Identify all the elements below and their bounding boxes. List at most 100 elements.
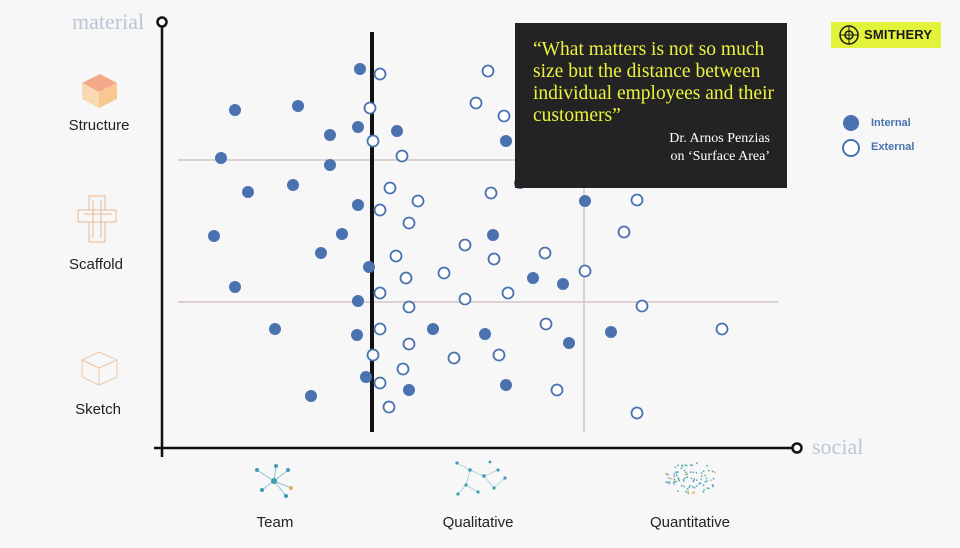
external-point	[617, 225, 631, 239]
quote-author-source: on ‘Surface Area’	[670, 149, 770, 164]
external-point	[373, 322, 387, 336]
external-point	[395, 149, 409, 163]
column-label-quantitative: Quantitative	[649, 514, 731, 531]
quote-box: “What matters is not so much size but th…	[515, 23, 787, 188]
y-axis-label: material	[72, 9, 145, 34]
external-point	[539, 317, 553, 331]
internal-point	[324, 159, 336, 171]
internal-point	[360, 371, 372, 383]
legend-internal-marker	[843, 115, 859, 131]
external-point	[363, 101, 377, 115]
external-point	[373, 67, 387, 81]
internal-point	[352, 121, 364, 133]
internal-point	[287, 179, 299, 191]
scaffold-frame-icon	[77, 195, 117, 243]
external-point	[630, 406, 644, 420]
internal-point	[208, 230, 220, 242]
column-label-qualitative: Qualitative	[442, 514, 514, 531]
qualitative-network-icon	[455, 460, 507, 496]
smithery-emblem-icon	[839, 25, 859, 45]
external-point	[497, 109, 511, 123]
internal-point	[563, 337, 575, 349]
internal-point	[427, 323, 439, 335]
logo-text: SMITHERY	[864, 27, 933, 42]
external-point	[715, 322, 729, 336]
internal-point	[557, 278, 569, 290]
quote-author-name: Dr. Arnos Penzias	[669, 131, 770, 146]
external-point	[635, 299, 649, 313]
external-point	[402, 216, 416, 230]
internal-point	[352, 295, 364, 307]
internal-point	[292, 100, 304, 112]
external-point	[383, 181, 397, 195]
external-point	[578, 264, 592, 278]
row-label-scaffold: Scaffold	[69, 256, 123, 273]
external-point	[366, 134, 380, 148]
external-point	[402, 337, 416, 351]
column-label-team: Team	[256, 514, 294, 531]
legend-external-label: External	[871, 141, 915, 153]
internal-point	[500, 135, 512, 147]
internal-point	[215, 152, 227, 164]
quote-text: “What matters is not so much size but th…	[533, 39, 774, 126]
external-point	[484, 186, 498, 200]
external-point	[458, 292, 472, 306]
internal-point	[269, 323, 281, 335]
external-point	[447, 351, 461, 365]
smithery-logo: SMITHERY	[831, 22, 941, 48]
external-point	[501, 286, 515, 300]
quantitative-network-icon	[665, 462, 716, 495]
external-point	[399, 271, 413, 285]
external-point	[538, 246, 552, 260]
external-point	[487, 252, 501, 266]
y-axis-end-marker	[156, 16, 168, 28]
internal-point	[336, 228, 348, 240]
internal-point	[315, 247, 327, 259]
team-network-icon	[255, 464, 293, 498]
internal-point	[479, 328, 491, 340]
external-point	[492, 348, 506, 362]
internal-point	[605, 326, 617, 338]
external-point	[630, 193, 644, 207]
internal-point	[351, 329, 363, 341]
internal-point	[579, 195, 591, 207]
internal-point	[487, 229, 499, 241]
structure-cube-icon	[82, 74, 117, 108]
internal-point	[229, 104, 241, 116]
internal-point	[391, 125, 403, 137]
external-point	[373, 203, 387, 217]
quote-attribution: Dr. Arnos Penzias on ‘Surface Area’	[669, 130, 770, 166]
points-layer	[208, 63, 729, 420]
legend-external-marker	[842, 139, 860, 157]
external-point	[469, 96, 483, 110]
sketch-wireframe-cube-icon	[80, 351, 119, 386]
internal-point	[354, 63, 366, 75]
external-point	[366, 348, 380, 362]
external-point	[550, 383, 564, 397]
external-point	[396, 362, 410, 376]
external-point	[481, 64, 495, 78]
internal-point	[363, 261, 375, 273]
external-point	[389, 249, 403, 263]
x-axis-end-marker	[791, 442, 803, 454]
internal-point	[305, 390, 317, 402]
row-label-structure: Structure	[68, 117, 130, 134]
row-label-sketch: Sketch	[75, 401, 121, 418]
internal-point	[403, 384, 415, 396]
legend-internal-label: Internal	[871, 117, 911, 129]
internal-point	[324, 129, 336, 141]
external-point	[373, 286, 387, 300]
external-point	[402, 300, 416, 314]
external-point	[373, 376, 387, 390]
x-axis-label: social	[812, 434, 864, 459]
external-point	[382, 400, 396, 414]
internal-point	[229, 281, 241, 293]
internal-point	[500, 379, 512, 391]
external-point	[458, 238, 472, 252]
internal-point	[352, 199, 364, 211]
internal-point	[242, 186, 254, 198]
external-point	[411, 194, 425, 208]
internal-point	[527, 272, 539, 284]
external-point	[437, 266, 451, 280]
